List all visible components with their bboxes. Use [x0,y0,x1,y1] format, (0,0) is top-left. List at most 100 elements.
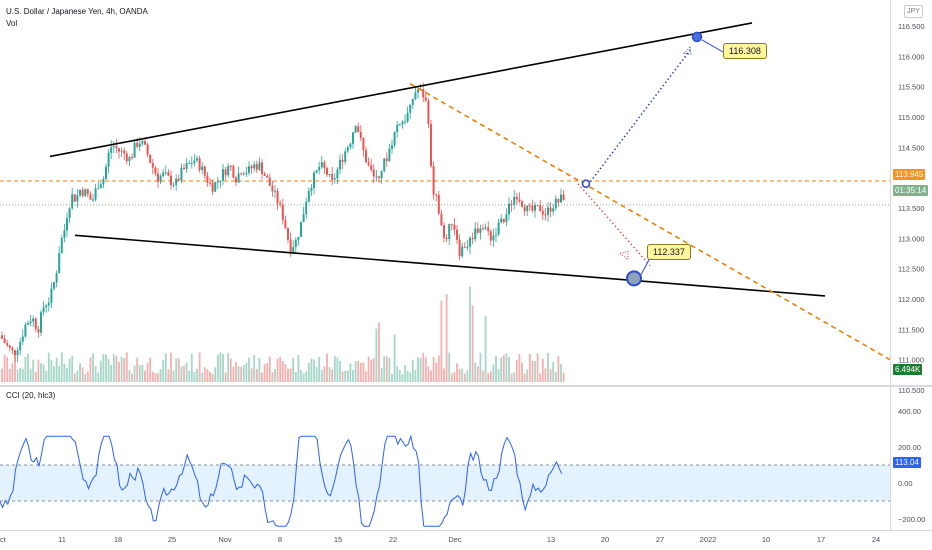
volume-legend[interactable]: Vol [6,19,18,28]
volume-bar [422,352,425,382]
upper-target-callout[interactable]: 116.308 [723,43,767,59]
candle-body [541,210,544,215]
symbol-title[interactable]: U.S. Dollar / Japanese Yen, 4h, OANDA [6,7,148,16]
projection-dashed-line [409,82,891,361]
price-chart[interactable] [0,0,891,385]
candle-body [255,164,258,170]
cci-value-tag: 113.04 [893,457,921,468]
candle-body [476,228,479,233]
candle-body [443,225,445,238]
volume-bar [359,362,362,382]
volume-bar [274,368,276,382]
candle-body [466,246,469,248]
candle-body [60,238,63,254]
upper-callout-leader [701,39,724,53]
volume-bar [391,373,393,382]
volume-bar [554,372,557,382]
time-axis-label: 27 [656,535,664,544]
candle-body [385,158,388,162]
candle-body [63,230,66,239]
volume-bar [47,352,50,382]
volume-bar [29,368,32,382]
currency-badge[interactable]: JPY [904,5,923,18]
candle-body [47,302,50,306]
candle-body [463,246,466,248]
time-axis-border [0,530,932,531]
candle-body [505,214,508,222]
candle-body [172,184,175,186]
candle-body [318,167,321,171]
volume-bar [177,358,180,382]
candle-body [284,220,287,229]
volume-bar [328,367,331,382]
candle-body [508,203,510,215]
candle-body [86,189,89,195]
volume-bar [300,369,302,382]
candle-body [469,237,471,247]
countdown-tag: 01:35:14 [893,185,929,196]
candle-body [391,145,393,149]
candle-body [159,175,162,182]
volume-bar [313,359,315,382]
volume-bar [461,368,464,382]
volume-bar [255,369,258,382]
volume-bar [180,366,183,382]
volume-bar [115,355,118,382]
cci-legend[interactable]: CCI (20, hlc3) [6,391,56,400]
main-chart-pane[interactable] [0,0,891,385]
candle-body [554,198,557,209]
candle-body [396,124,399,133]
volume-bar [164,353,167,382]
breakout-point-marker [581,179,591,189]
volume-bar [427,366,430,382]
candle-body [323,162,326,169]
volume-bar [479,352,482,382]
cci-chart[interactable] [0,387,890,530]
volume-bar [235,362,237,382]
volume-bar [336,357,339,382]
candle-body [547,207,549,216]
candle-body [8,345,11,348]
candle-body [162,172,165,176]
volume-bar [68,358,71,382]
volume-bar [333,356,336,382]
candle-body [336,169,339,179]
candle-body [180,167,183,181]
volume-bar [193,372,196,382]
price-tick-label: 115.000 [898,113,925,122]
pane-separator[interactable] [0,385,932,387]
volume-bar [411,359,414,382]
arrow-down-head [618,250,629,261]
candle-body [274,190,276,192]
volume-bar [404,365,406,382]
volume-bar [344,370,347,382]
candle-body [424,97,427,101]
candle-body [474,228,477,240]
candle-body [144,141,146,145]
candle-body [417,89,419,93]
volume-bar [323,366,326,382]
volume-bar [305,371,308,382]
volume-bar [302,373,305,382]
candle-body [105,166,107,179]
candle-body [414,92,417,100]
lower-target-callout[interactable]: 112.337 [647,244,691,260]
candle-body [458,239,461,257]
candle-body [232,166,235,178]
resistance-trendline [49,22,753,158]
volume-bar [383,356,386,382]
volume-bar [89,357,92,382]
candle-body [354,126,357,133]
candle-body [1,335,3,339]
candle-body [125,153,128,162]
candle-body [227,165,230,176]
volume-bar [138,365,141,382]
volume-bar [86,371,89,382]
candle-body [479,228,482,233]
candle-body [198,158,201,171]
candle-body [339,159,341,170]
cci-pane[interactable] [0,387,890,530]
volume-bar [471,305,474,382]
time-axis-label: Nov [218,535,232,544]
candle-body [437,194,440,214]
